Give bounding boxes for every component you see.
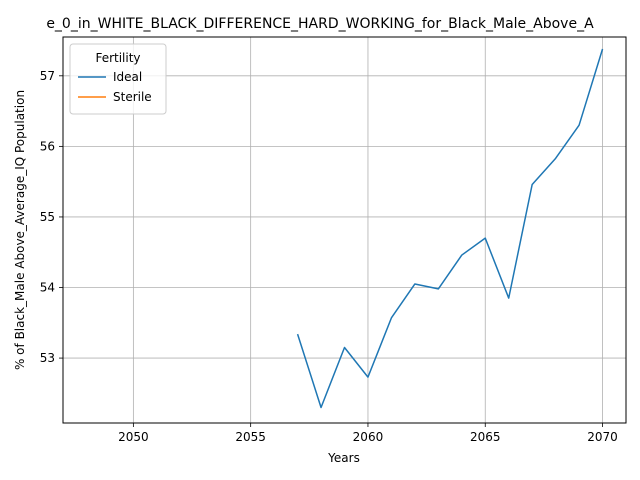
series-line-ideal [296, 48, 604, 409]
x-tick-label: 2070 [587, 430, 618, 444]
y-axis-ticks: 53 54 55 56 57 [40, 69, 63, 365]
legend-label-ideal: Ideal [113, 70, 142, 84]
y-tick-label: 56 [40, 139, 55, 153]
legend-title: Fertility [95, 51, 140, 65]
series-lines [296, 48, 604, 409]
grid-lines [63, 37, 626, 423]
y-axis-label: % of Black_Male Above_Average_IQ Populat… [13, 90, 27, 370]
chart-title: e_0_in_WHITE_BLACK_DIFFERENCE_HARD_WORKI… [46, 16, 594, 32]
legend-label-sterile: Sterile [113, 90, 152, 104]
x-tick-label: 2050 [118, 430, 149, 444]
x-tick-label: 2055 [235, 430, 266, 444]
x-tick-label: 2060 [353, 430, 384, 444]
x-axis-label: Years [327, 451, 360, 465]
plot-frame [62, 36, 627, 424]
y-tick-label: 55 [40, 210, 55, 224]
y-tick-label: 53 [40, 351, 55, 365]
x-tick-label: 2065 [470, 430, 501, 444]
legend: Fertility Ideal Sterile [69, 43, 167, 115]
y-tick-label: 57 [40, 69, 55, 83]
y-tick-label: 54 [40, 281, 55, 295]
x-axis-ticks: 2050 2055 2060 2065 2070 [118, 423, 618, 444]
legend-items: Ideal Sterile [78, 70, 152, 104]
